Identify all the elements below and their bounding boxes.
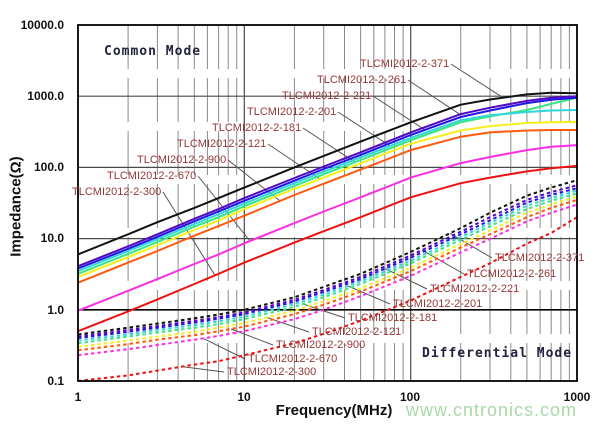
series-label-diff-181: TLCMI2012-2-181 xyxy=(348,312,438,324)
label-leader-line xyxy=(421,249,465,275)
label-leader-line xyxy=(450,63,504,99)
curve-differential-TLCMI2012-2-670 xyxy=(77,203,578,357)
y-tick-10000: 10000.0 xyxy=(20,18,64,32)
label-leader-line xyxy=(302,127,356,163)
y-tick-0p1: 0.1 xyxy=(47,374,64,388)
curve-common-TLCMI2012-2-900 xyxy=(77,129,577,284)
curve-differential-TLCMI2012-2-900 xyxy=(77,198,578,352)
series-label-common-371: TLCMI2012-2-371 xyxy=(360,58,450,70)
series-label-diff-261: TLCMI2012-2-261 xyxy=(467,268,557,280)
label-leader-line xyxy=(347,285,391,305)
label-leader-line xyxy=(449,232,493,259)
label-leader-line xyxy=(372,95,426,131)
common-mode-annotation: Common Mode xyxy=(104,44,202,59)
curve-differential-TLCMI2012-2-371 xyxy=(77,179,578,336)
curve-common-TLCMI2012-2-221 xyxy=(77,96,578,270)
curve-differential-TLCMI2012-2-121 xyxy=(77,195,578,348)
series-label-common-201: TLCMI2012-2-201 xyxy=(247,106,337,118)
label-leader-line xyxy=(384,268,428,290)
series-label-common-121: TLCMI2012-2-121 xyxy=(177,138,267,150)
x-tick-1: 1 xyxy=(74,390,82,404)
watermark: www.cntronics.com xyxy=(406,400,578,420)
x-tick-100: 100 xyxy=(399,390,421,404)
x-tick-1000: 1000 xyxy=(563,390,591,404)
y-tick-100: 100.0 xyxy=(33,160,64,174)
label-leader-line xyxy=(337,111,391,147)
series-label-common-221: TLCMI2012-2-221 xyxy=(282,90,372,102)
y-tick-1000: 1000.0 xyxy=(27,89,64,103)
curve-differential-TLCMI2012-2-221 xyxy=(77,187,578,340)
label-leader-line xyxy=(230,328,274,346)
series-label-diff-121: TLCMI2012-2-121 xyxy=(312,326,402,338)
y-axis-title: Impedance(Ω) xyxy=(7,156,25,257)
curve-common-TLCMI2012-2-121 xyxy=(77,120,578,278)
series-label-common-181: TLCMI2012-2-181 xyxy=(212,122,302,134)
curve-common-TLCMI2012-2-300 xyxy=(77,164,578,333)
series-label-common-670: TLCMI2012-2-670 xyxy=(107,170,197,182)
series-label-diff-221: TLCMI2012-2-221 xyxy=(430,283,520,295)
plot-border xyxy=(77,24,578,382)
y-tick-1: 1.0 xyxy=(47,303,64,317)
series-label-diff-670: TLCMI2012-2-670 xyxy=(248,353,338,365)
series-label-common-300: TLCMI2012-2-300 xyxy=(72,186,162,198)
label-leader-line xyxy=(202,337,246,360)
curve-common-TLCMI2012-2-670 xyxy=(77,144,578,312)
series-label-common-261: TLCMI2012-2-261 xyxy=(317,74,407,86)
series-label-diff-201: TLCMI2012-2-201 xyxy=(393,298,483,310)
curve-differential-TLCMI2012-2-300 xyxy=(77,216,578,382)
curve-common-TLCMI2012-2-261 xyxy=(77,95,578,268)
series-label-diff-900: TLCMI2012-2-900 xyxy=(276,339,366,351)
curve-common-TLCMI2012-2-371 xyxy=(77,91,578,256)
x-axis-title: Frequency(MHz) xyxy=(275,402,393,419)
series-label-common-900: TLCMI2012-2-900 xyxy=(137,154,227,166)
curve-common-TLCMI2012-2-201 xyxy=(77,109,578,273)
label-leader-line xyxy=(227,159,281,202)
label-leader-line xyxy=(162,191,216,276)
curve-differential-TLCMI2012-2-201 xyxy=(77,189,578,342)
label-leader-line xyxy=(181,366,225,373)
curve-differential-TLCMI2012-2-181 xyxy=(77,192,578,345)
differential-mode-annotation: Differential Mode xyxy=(422,346,573,361)
x-tick-10: 10 xyxy=(237,390,251,404)
y-tick-10: 10.0 xyxy=(40,231,64,245)
curve-differential-TLCMI2012-2-261 xyxy=(77,184,578,338)
series-label-diff-371: TLCMI2012-2-371 xyxy=(495,252,585,264)
series-label-diff-300: TLCMI2012-2-300 xyxy=(227,366,317,378)
label-leader-line xyxy=(407,79,461,115)
